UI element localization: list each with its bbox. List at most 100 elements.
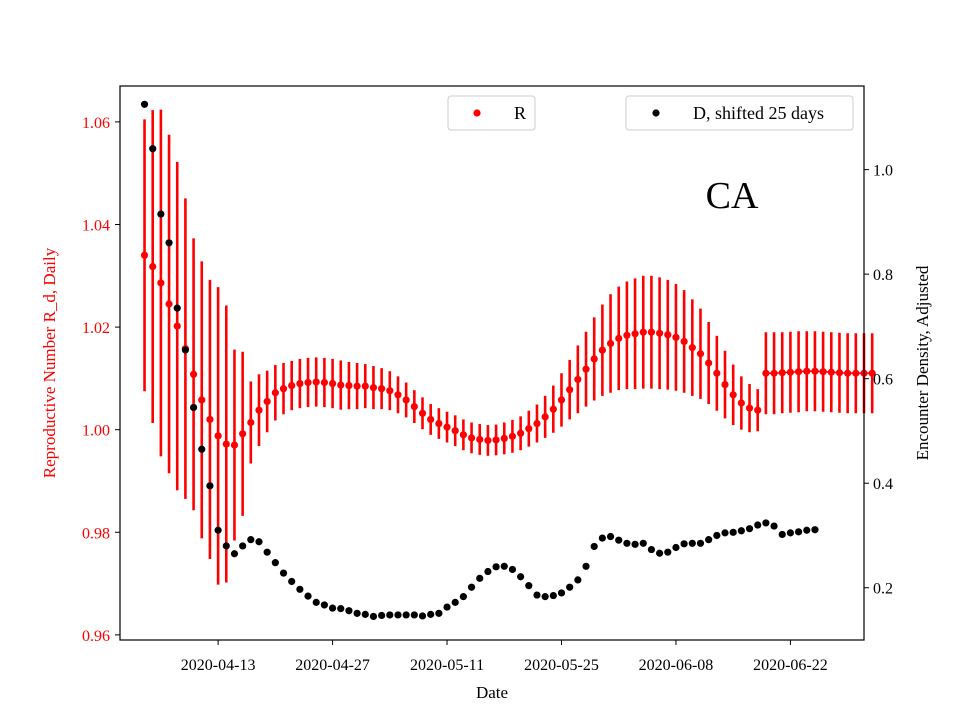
d-point — [304, 592, 312, 600]
d-point — [369, 612, 378, 621]
d-point — [525, 582, 533, 590]
d-point — [230, 550, 239, 558]
r-point — [402, 396, 410, 404]
d-point — [737, 527, 745, 535]
d-point — [672, 543, 680, 552]
r-point — [279, 385, 288, 393]
r-point — [525, 425, 533, 433]
d-point — [173, 304, 181, 312]
d-point — [296, 585, 304, 593]
d-point — [418, 612, 427, 620]
d-point — [279, 569, 288, 577]
r-point — [500, 434, 508, 443]
r-point — [345, 381, 353, 390]
x-tick-label: 2020-06-22 — [753, 657, 828, 674]
r-point — [467, 434, 476, 442]
r-point — [214, 432, 222, 440]
r-point — [664, 331, 672, 339]
d-points — [140, 100, 819, 621]
r-point — [778, 369, 786, 377]
d-point — [165, 239, 173, 247]
d-point — [320, 601, 328, 609]
y-left-axis-title: Reproductive Number R_d, Daily — [40, 247, 59, 478]
r-point — [606, 339, 615, 348]
r-point — [173, 322, 181, 330]
r-point — [672, 333, 680, 341]
r-point — [410, 403, 418, 411]
d-point — [713, 531, 721, 540]
r-point — [745, 404, 754, 412]
d-point — [345, 607, 353, 615]
r-point — [794, 368, 803, 376]
plot-frame — [119, 85, 865, 641]
r-point — [149, 262, 157, 271]
r-point — [721, 380, 729, 389]
d-point — [541, 593, 549, 601]
d-point — [533, 591, 541, 599]
r-point — [312, 378, 320, 386]
r-point — [239, 430, 247, 438]
d-point — [484, 567, 492, 576]
d-point — [443, 603, 451, 611]
d-point — [574, 576, 582, 584]
r-point — [492, 436, 500, 444]
r-point — [811, 367, 819, 375]
r-point — [827, 368, 835, 376]
r-errorbars — [143, 109, 874, 585]
r-point — [263, 397, 271, 406]
y-right-tick-label: 0.2 — [873, 581, 893, 598]
d-point — [394, 611, 402, 619]
r-point — [271, 389, 279, 397]
r-point — [369, 384, 378, 392]
d-point — [680, 540, 688, 548]
x-tick-label: 2020-05-11 — [410, 657, 484, 674]
r-point — [631, 330, 639, 338]
y-right-tick-label: 1.0 — [873, 163, 893, 180]
d-point — [140, 100, 149, 108]
d-point — [467, 583, 476, 591]
x-axis: 2020-04-13 2020-04-27 2020-05-11 2020-05-25… — [181, 640, 828, 674]
r-point — [418, 409, 427, 417]
d-point — [745, 525, 754, 533]
r-point — [337, 381, 345, 389]
x-tick-label: 2020-04-27 — [295, 657, 370, 674]
d-point — [410, 611, 418, 619]
y-left-tick-label: 0.96 — [82, 628, 110, 645]
r-point — [165, 300, 173, 308]
r-point — [835, 369, 844, 377]
y-left-tick-label: 0.98 — [82, 525, 110, 542]
y-left-tick-label: 1.04 — [82, 218, 110, 235]
d-point — [566, 583, 574, 591]
r-point — [598, 346, 606, 354]
d-point — [206, 482, 214, 490]
r-point — [198, 396, 206, 404]
d-point — [337, 605, 345, 613]
r-point — [688, 344, 696, 352]
r-point — [222, 440, 230, 448]
r-point — [705, 359, 713, 367]
d-point — [149, 145, 157, 153]
d-point — [517, 573, 525, 581]
x-tick-label: 2020-06-08 — [639, 657, 714, 674]
r-point — [427, 415, 435, 424]
r-point — [680, 337, 688, 346]
r-point — [459, 431, 467, 439]
r-point — [476, 435, 484, 444]
d-point — [557, 589, 566, 597]
d-point — [312, 598, 320, 606]
d-point — [157, 210, 165, 218]
r-point — [844, 369, 852, 377]
y-right-axis-title: Encounter Density, Adjusted — [913, 265, 932, 460]
d-point — [214, 526, 222, 534]
r-point — [803, 367, 811, 375]
d-point — [328, 604, 337, 612]
d-point — [492, 563, 500, 571]
d-point — [189, 403, 198, 412]
r-point — [737, 399, 745, 407]
d-point — [664, 548, 672, 556]
d-point — [770, 522, 778, 530]
state-annotation: CA — [706, 175, 759, 217]
d-point — [263, 548, 271, 556]
r-point — [378, 385, 386, 393]
d-point — [606, 532, 615, 541]
